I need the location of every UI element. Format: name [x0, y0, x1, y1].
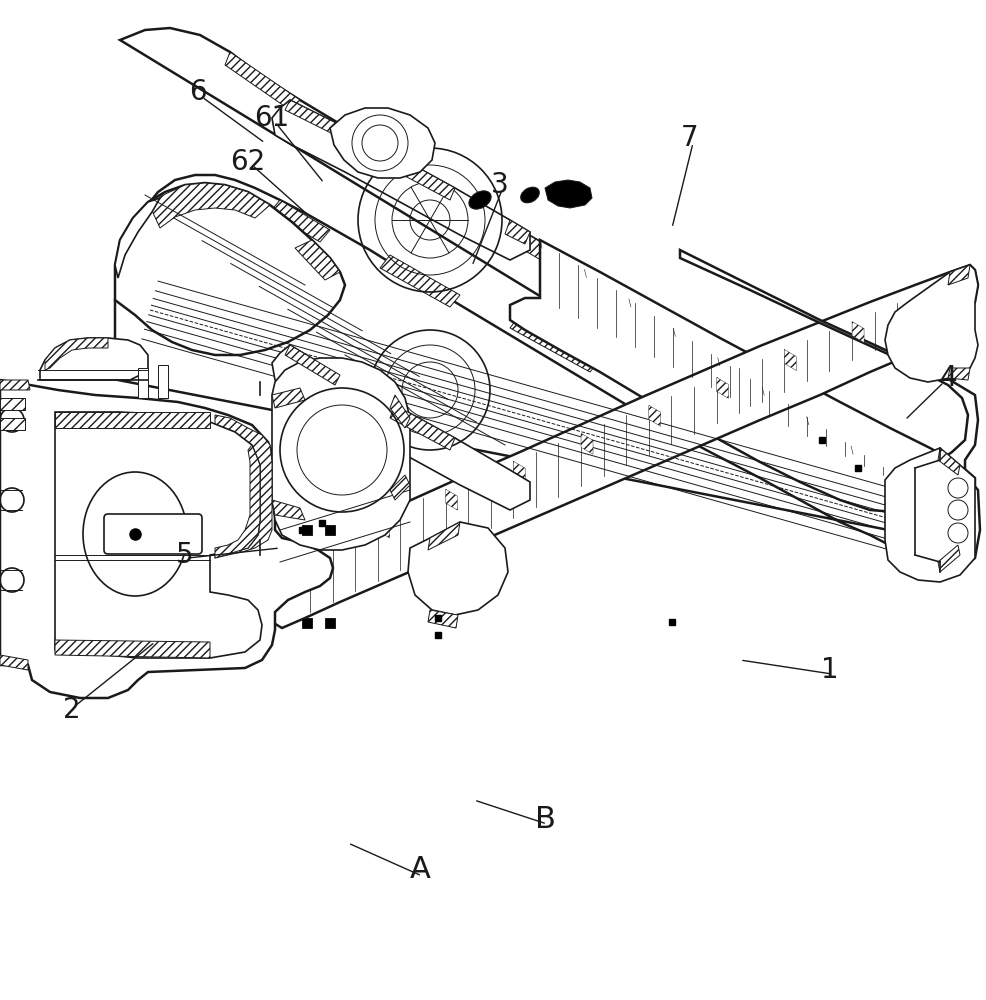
Polygon shape: [784, 349, 797, 370]
Polygon shape: [505, 220, 530, 244]
Text: 5: 5: [176, 541, 194, 569]
Polygon shape: [852, 322, 864, 343]
Polygon shape: [885, 265, 978, 382]
Polygon shape: [272, 358, 410, 550]
Polygon shape: [158, 365, 168, 398]
Polygon shape: [0, 380, 333, 698]
Polygon shape: [302, 618, 312, 628]
Polygon shape: [790, 415, 860, 460]
Polygon shape: [272, 345, 530, 510]
Polygon shape: [885, 448, 975, 582]
Polygon shape: [938, 545, 960, 572]
Polygon shape: [390, 475, 410, 500]
Polygon shape: [0, 398, 25, 410]
Polygon shape: [680, 250, 980, 580]
Text: 61: 61: [254, 104, 290, 132]
Polygon shape: [295, 240, 340, 280]
Text: 3: 3: [491, 171, 509, 199]
Text: 4: 4: [940, 364, 956, 392]
Polygon shape: [717, 377, 729, 398]
Polygon shape: [272, 500, 305, 520]
Polygon shape: [55, 412, 262, 658]
Polygon shape: [390, 155, 455, 200]
Polygon shape: [115, 28, 975, 548]
Polygon shape: [285, 100, 340, 135]
Polygon shape: [310, 545, 322, 566]
Polygon shape: [55, 412, 210, 428]
Polygon shape: [378, 517, 389, 538]
Text: 1: 1: [821, 656, 839, 684]
Polygon shape: [428, 610, 458, 628]
Polygon shape: [581, 433, 593, 454]
Polygon shape: [514, 461, 526, 482]
Polygon shape: [948, 265, 970, 285]
Polygon shape: [408, 522, 508, 615]
Polygon shape: [40, 338, 148, 380]
Text: A: A: [409, 856, 431, 884]
Polygon shape: [272, 388, 305, 408]
Text: 6: 6: [189, 78, 207, 106]
Polygon shape: [0, 655, 28, 670]
Polygon shape: [510, 315, 600, 372]
Text: 2: 2: [63, 696, 81, 724]
Polygon shape: [650, 355, 740, 410]
Polygon shape: [115, 198, 160, 278]
Text: 62: 62: [231, 148, 265, 176]
Polygon shape: [938, 448, 960, 475]
Polygon shape: [649, 405, 661, 426]
Polygon shape: [215, 415, 272, 558]
Polygon shape: [510, 240, 975, 512]
Polygon shape: [325, 618, 335, 628]
Polygon shape: [390, 395, 410, 428]
Polygon shape: [270, 265, 978, 628]
Polygon shape: [55, 640, 210, 658]
Ellipse shape: [521, 187, 539, 203]
Polygon shape: [225, 52, 300, 110]
Polygon shape: [860, 430, 945, 484]
Text: B: B: [534, 806, 555, 834]
Polygon shape: [138, 368, 148, 398]
Polygon shape: [690, 335, 820, 417]
Polygon shape: [446, 489, 458, 510]
Polygon shape: [330, 108, 435, 178]
Polygon shape: [0, 380, 30, 390]
Polygon shape: [325, 525, 335, 535]
Polygon shape: [270, 200, 330, 242]
Polygon shape: [302, 525, 312, 535]
Polygon shape: [340, 130, 460, 207]
Polygon shape: [115, 183, 345, 355]
Text: 7: 7: [681, 124, 699, 152]
Polygon shape: [428, 522, 460, 550]
Polygon shape: [545, 180, 592, 208]
Polygon shape: [148, 183, 270, 228]
Polygon shape: [272, 100, 530, 260]
Polygon shape: [920, 294, 932, 315]
Polygon shape: [380, 255, 460, 307]
Polygon shape: [510, 230, 640, 312]
Polygon shape: [390, 405, 455, 450]
FancyBboxPatch shape: [104, 514, 202, 554]
Polygon shape: [45, 338, 108, 370]
Polygon shape: [948, 368, 970, 380]
Polygon shape: [0, 418, 25, 430]
Ellipse shape: [469, 191, 491, 209]
Polygon shape: [215, 445, 260, 558]
Polygon shape: [285, 345, 340, 385]
